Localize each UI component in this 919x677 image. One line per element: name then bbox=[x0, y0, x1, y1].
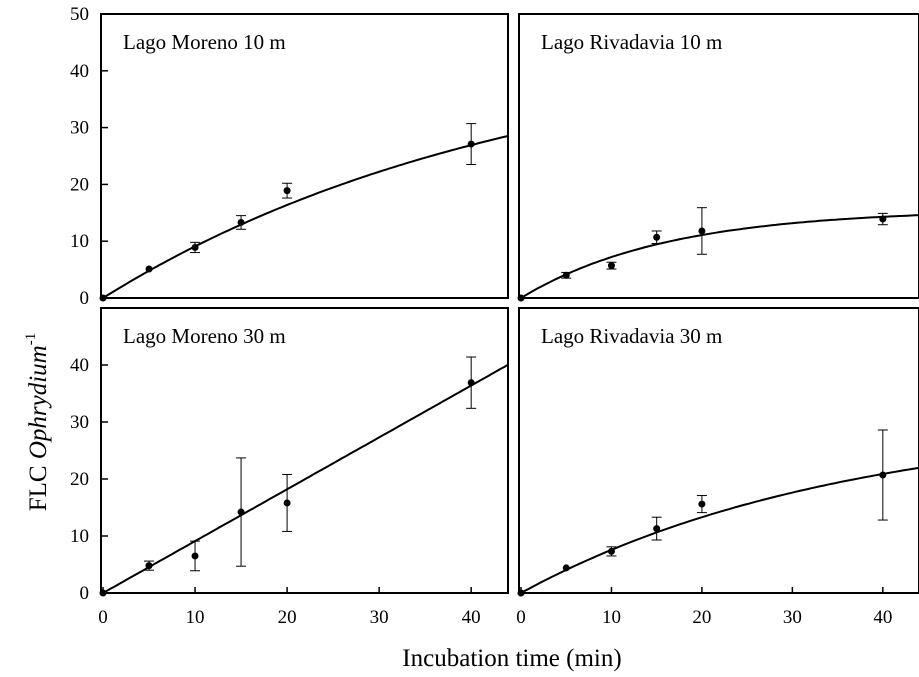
data-point bbox=[283, 187, 291, 195]
data-point bbox=[467, 379, 475, 387]
y-tick-label: 30 bbox=[70, 118, 89, 139]
data-point bbox=[607, 262, 615, 270]
data-point bbox=[191, 552, 199, 560]
panel-lago-rivadavia-30m: Lago Rivadavia 30 m 0 10 20 30 40 bbox=[516, 307, 919, 628]
data-point bbox=[237, 218, 245, 226]
x-tick-label: 10 bbox=[602, 607, 621, 628]
panel-frame bbox=[100, 307, 509, 594]
panel-frame bbox=[518, 307, 919, 594]
data-point bbox=[653, 525, 661, 533]
data-point bbox=[879, 215, 887, 223]
data-point-origin bbox=[517, 589, 525, 597]
x-tick-label: 0 bbox=[98, 607, 108, 628]
panel-title: Lago Moreno 10 m bbox=[123, 30, 286, 54]
x-axis-label: Incubation time (min) bbox=[402, 645, 621, 672]
fit-curve bbox=[520, 466, 919, 594]
fit-curve bbox=[102, 363, 509, 594]
x-tick-label: 30 bbox=[370, 607, 389, 628]
panel-frame bbox=[100, 13, 509, 299]
y-axis-label: FLC Ophrydium-1 bbox=[23, 333, 52, 512]
y-tick-label: 10 bbox=[70, 231, 89, 252]
data-point bbox=[145, 265, 153, 273]
x-tick-label: 20 bbox=[278, 607, 297, 628]
data-point bbox=[191, 243, 199, 251]
data-point bbox=[562, 564, 570, 572]
y-tick-label: 40 bbox=[70, 61, 89, 82]
fit-curve bbox=[102, 135, 509, 299]
data-point bbox=[698, 227, 706, 235]
data-point-origin bbox=[99, 294, 107, 302]
data-point bbox=[698, 500, 706, 508]
data-point bbox=[879, 471, 887, 479]
y-tick-label: 40 bbox=[70, 355, 89, 376]
y-tick-label: 0 bbox=[80, 288, 90, 309]
panel-frame bbox=[518, 13, 919, 299]
data-point-origin bbox=[99, 589, 107, 597]
data-point-origin bbox=[517, 294, 525, 302]
y-axis-label-prefix: FLC bbox=[25, 459, 52, 511]
fit-curve bbox=[520, 214, 919, 299]
panels: Lago Moreno 10 m 0 10 20 30 40 50 Lago Rivadavi… bbox=[70, 4, 919, 628]
y-tick-label: 10 bbox=[70, 526, 89, 547]
y-tick-label: 0 bbox=[80, 583, 90, 604]
data-point bbox=[145, 562, 153, 570]
panel-title: Lago Moreno 30 m bbox=[123, 324, 286, 348]
y-tick-label: 50 bbox=[70, 4, 89, 25]
y-axis-label-organism: Ophrydium bbox=[25, 345, 52, 459]
y-axis-label-exponent: -1 bbox=[23, 333, 39, 346]
data-point bbox=[283, 499, 291, 507]
y-tick-label: 20 bbox=[70, 469, 89, 490]
x-tick-label: 40 bbox=[873, 607, 892, 628]
x-tick-label: 20 bbox=[692, 607, 711, 628]
panel-lago-moreno-10m: Lago Moreno 10 m 0 10 20 30 40 50 bbox=[70, 4, 509, 309]
panel-title: Lago Rivadavia 10 m bbox=[541, 30, 722, 54]
panel-lago-moreno-30m: Lago Moreno 30 m 0 10 20 30 40 0 10 20 30 40 bbox=[70, 307, 509, 628]
x-tick-label: 40 bbox=[462, 607, 481, 628]
x-tick-label: 10 bbox=[186, 607, 205, 628]
data-point bbox=[607, 547, 615, 555]
data-point bbox=[467, 140, 475, 148]
panel-lago-rivadavia-10m: Lago Rivadavia 10 m bbox=[517, 13, 919, 302]
y-tick-label: 30 bbox=[70, 412, 89, 433]
panel-title: Lago Rivadavia 30 m bbox=[541, 324, 722, 348]
data-point bbox=[562, 271, 570, 279]
x-tick-label: 0 bbox=[516, 607, 526, 628]
data-point bbox=[237, 508, 245, 516]
y-tick-label: 20 bbox=[70, 174, 89, 195]
x-tick-label: 30 bbox=[783, 607, 802, 628]
data-point bbox=[653, 233, 661, 241]
